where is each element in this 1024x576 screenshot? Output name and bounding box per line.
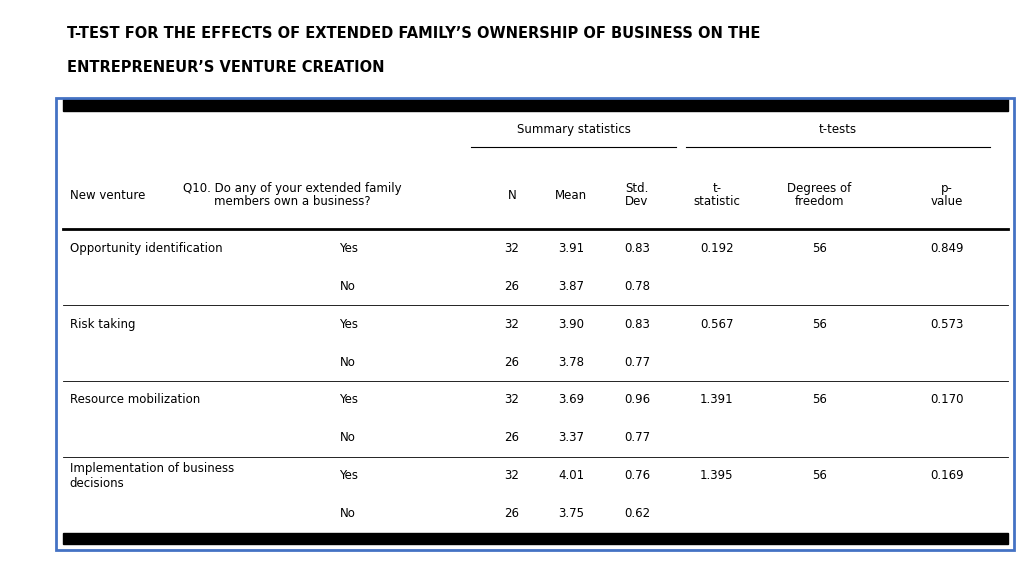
- Text: 56: 56: [812, 242, 826, 255]
- Text: 3.91: 3.91: [558, 242, 585, 255]
- Bar: [63, 99, 1008, 111]
- Text: 0.169: 0.169: [931, 469, 964, 482]
- Text: 0.170: 0.170: [931, 393, 964, 407]
- Text: statistic: statistic: [693, 195, 740, 208]
- Text: N: N: [508, 189, 516, 202]
- Text: 3.75: 3.75: [558, 507, 585, 520]
- Text: 1.395: 1.395: [700, 469, 733, 482]
- Point: [465, 144, 477, 151]
- Text: Risk taking: Risk taking: [70, 317, 135, 331]
- Text: 0.62: 0.62: [624, 507, 650, 520]
- Text: 0.567: 0.567: [700, 317, 733, 331]
- Text: No: No: [340, 431, 356, 445]
- Text: decisions: decisions: [70, 478, 124, 490]
- Text: 0.849: 0.849: [931, 242, 964, 255]
- Text: 32: 32: [505, 469, 519, 482]
- Text: No: No: [340, 507, 356, 520]
- Text: value: value: [931, 195, 964, 208]
- Text: 3.69: 3.69: [558, 393, 585, 407]
- Text: Yes: Yes: [339, 317, 357, 331]
- Text: 3.37: 3.37: [558, 431, 585, 445]
- Point: [984, 144, 996, 151]
- Bar: [56, 98, 1014, 550]
- Text: 0.83: 0.83: [624, 242, 650, 255]
- Text: 0.76: 0.76: [624, 469, 650, 482]
- Text: 32: 32: [505, 393, 519, 407]
- Text: 4.01: 4.01: [558, 469, 585, 482]
- Text: t-tests: t-tests: [819, 123, 857, 135]
- Text: 3.87: 3.87: [558, 280, 585, 293]
- Text: t-: t-: [713, 183, 721, 195]
- Text: Yes: Yes: [339, 242, 357, 255]
- Text: 26: 26: [505, 280, 519, 293]
- Text: 26: 26: [505, 431, 519, 445]
- Text: ENTREPRENEUR’S VENTURE CREATION: ENTREPRENEUR’S VENTURE CREATION: [67, 60, 384, 75]
- Text: 0.77: 0.77: [624, 355, 650, 369]
- Text: Opportunity identification: Opportunity identification: [70, 242, 222, 255]
- Text: Yes: Yes: [339, 393, 357, 407]
- Text: 26: 26: [505, 507, 519, 520]
- Text: members own a business?: members own a business?: [214, 195, 370, 208]
- Text: Dev: Dev: [626, 195, 648, 208]
- Point: [680, 144, 692, 151]
- Text: 1.391: 1.391: [700, 393, 733, 407]
- Text: 0.96: 0.96: [624, 393, 650, 407]
- Text: T-TEST FOR THE EFFECTS OF EXTENDED FAMILY’S OWNERSHIP OF BUSINESS ON THE: T-TEST FOR THE EFFECTS OF EXTENDED FAMIL…: [67, 26, 760, 41]
- Text: Implementation of business: Implementation of business: [70, 463, 233, 475]
- Text: No: No: [340, 280, 356, 293]
- Text: 3.78: 3.78: [558, 355, 585, 369]
- Text: 3.90: 3.90: [558, 317, 585, 331]
- Text: Q10. Do any of your extended family: Q10. Do any of your extended family: [182, 183, 401, 195]
- Text: Degrees of: Degrees of: [787, 183, 851, 195]
- Text: Resource mobilization: Resource mobilization: [70, 393, 200, 407]
- Text: 56: 56: [812, 393, 826, 407]
- Text: p-: p-: [941, 183, 953, 195]
- Text: freedom: freedom: [795, 195, 844, 208]
- Point: [670, 144, 682, 151]
- Text: 26: 26: [505, 355, 519, 369]
- Text: 0.83: 0.83: [624, 317, 650, 331]
- Text: 32: 32: [505, 242, 519, 255]
- Text: New venture: New venture: [70, 189, 145, 202]
- Text: Yes: Yes: [339, 469, 357, 482]
- Text: Summary statistics: Summary statistics: [516, 123, 631, 135]
- Text: Std.: Std.: [626, 183, 648, 195]
- Text: 56: 56: [812, 317, 826, 331]
- Text: 32: 32: [505, 317, 519, 331]
- Bar: [63, 533, 1008, 544]
- Text: Mean: Mean: [555, 189, 588, 202]
- Text: 0.192: 0.192: [700, 242, 733, 255]
- Text: 0.77: 0.77: [624, 431, 650, 445]
- Text: 0.573: 0.573: [931, 317, 964, 331]
- Text: 56: 56: [812, 469, 826, 482]
- Text: 0.78: 0.78: [624, 280, 650, 293]
- Text: No: No: [340, 355, 356, 369]
